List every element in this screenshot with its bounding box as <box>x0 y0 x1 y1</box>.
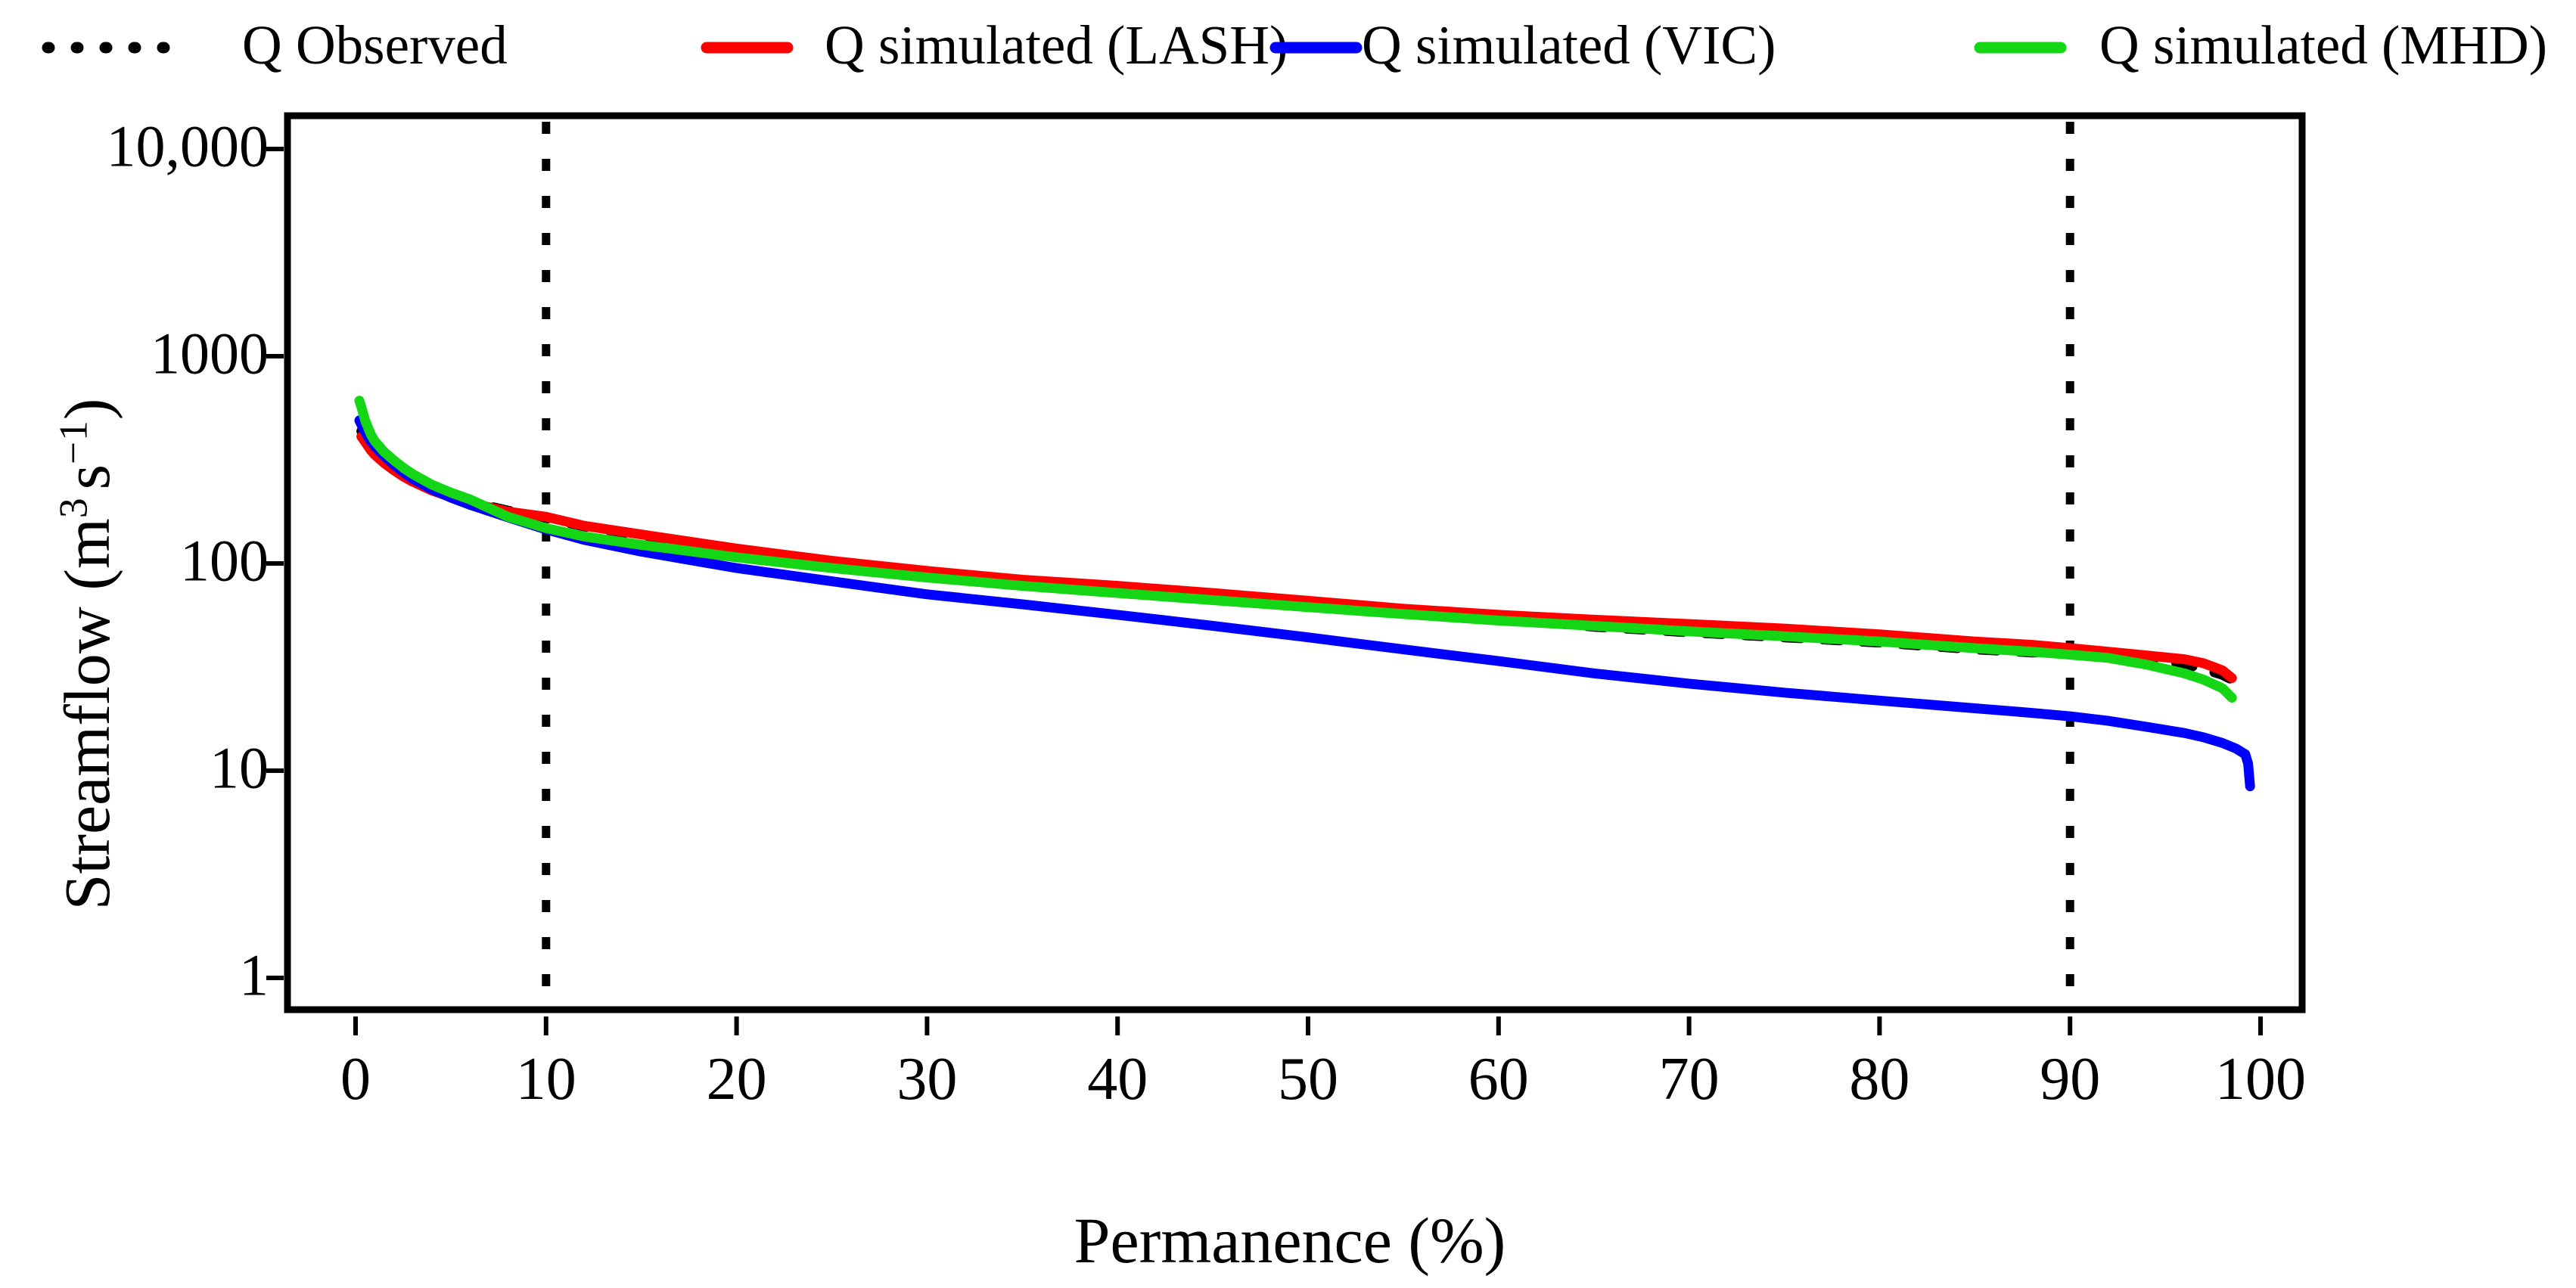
curve-mhd <box>354 396 2237 703</box>
x-tick-label: 50 <box>1278 1046 1338 1113</box>
y-tick-label: 100 <box>180 527 269 594</box>
x-axis-title: Permanence (%) <box>1074 1204 1506 1277</box>
y-tick-label: 1 <box>239 942 269 1008</box>
x-tick-label: 10 <box>515 1046 576 1113</box>
curves <box>354 396 2255 792</box>
y-tick-label: 10,000 <box>106 113 269 179</box>
x-tick-label: 70 <box>1658 1046 1720 1113</box>
mhd-line-swatch <box>1974 42 2067 54</box>
y-tick-label: 10 <box>210 734 269 801</box>
tick-marks <box>266 147 2263 1035</box>
x-tick-label: 0 <box>340 1046 371 1113</box>
x-tick-label: 60 <box>1468 1046 1529 1113</box>
legend-label-observed: Q Observed <box>242 14 508 76</box>
x-tick-label: 100 <box>2215 1046 2306 1113</box>
legend-label-lash: Q simulated (LASH) <box>825 14 1288 76</box>
x-tick-label: 80 <box>1849 1046 1910 1113</box>
plot-frame <box>284 112 2306 1013</box>
legend-label-mhd: Q simulated (MHD) <box>2099 14 2548 76</box>
x-tick-label: 30 <box>896 1046 958 1113</box>
lash-line-swatch <box>701 42 794 54</box>
x-tick-label: 20 <box>706 1046 767 1113</box>
y-tick-label: 1000 <box>151 320 269 386</box>
legend-label-vic: Q simulated (VIC) <box>1362 14 1776 76</box>
plot-svg <box>266 112 2306 1035</box>
vic-line-swatch <box>1269 42 1363 54</box>
x-tick-label: 90 <box>2040 1046 2101 1113</box>
x-tick-label: 40 <box>1087 1046 1148 1113</box>
observed-dotted-swatch <box>42 42 172 54</box>
y-axis-title: Streamflow (m3s−1) <box>50 398 123 911</box>
